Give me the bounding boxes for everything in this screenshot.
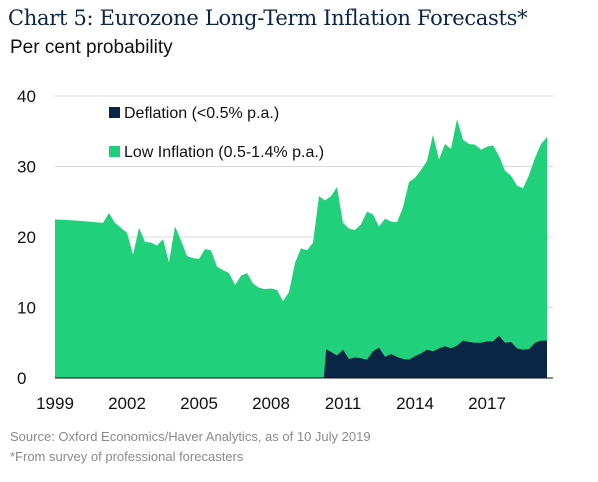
source-note: Source: Oxford Economics/Haver Analytics…: [10, 429, 371, 444]
chart-title: Chart 5: Eurozone Long-Term Inflation Fo…: [8, 6, 528, 30]
x-tick-label: 1999: [36, 394, 74, 413]
footnote: *From survey of professional forecasters: [10, 449, 244, 464]
plot-areas: [55, 119, 547, 378]
y-tick-label: 0: [17, 369, 26, 388]
y-axis-ticks: 0 10 20 30 40: [17, 87, 36, 388]
x-tick-label: 2002: [108, 394, 146, 413]
legend-label-low-inflation: Low Inflation (0.5-1.4% p.a.): [124, 144, 324, 161]
x-tick-label: 2014: [396, 394, 434, 413]
y-tick-label: 10: [17, 299, 36, 318]
chart-subtitle: Per cent probability: [10, 37, 173, 58]
y-tick-label: 40: [17, 87, 36, 106]
x-tick-label: 2005: [180, 394, 218, 413]
y-tick-label: 30: [17, 158, 36, 177]
legend-swatch-low-inflation: [109, 146, 120, 157]
legend-label-deflation: Deflation (<0.5% p.a.): [124, 105, 279, 122]
x-tick-label: 2011: [325, 394, 362, 413]
x-axis-ticks: 1999 2002 2005 2008 2011 2014 2017: [36, 394, 506, 413]
x-tick-label: 2008: [252, 394, 290, 413]
y-tick-label: 20: [17, 228, 36, 247]
area-deflation: [55, 335, 547, 378]
legend-swatch-deflation: [109, 107, 120, 118]
area-low-inflation: [55, 119, 547, 378]
legend: Deflation (<0.5% p.a.) Low Inflation (0.5…: [109, 105, 324, 161]
x-tick-label: 2017: [468, 394, 506, 413]
